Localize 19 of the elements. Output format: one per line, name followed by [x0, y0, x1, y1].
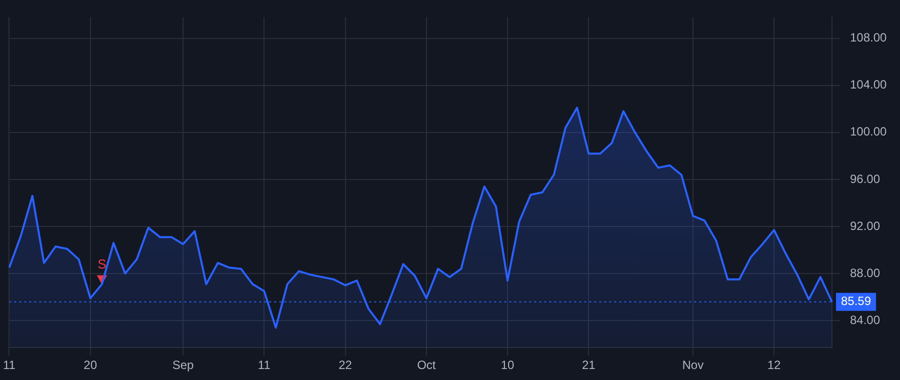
x-tick-label: 11 — [2, 358, 16, 372]
y-tick-label: 104.00 — [850, 78, 888, 92]
x-tick-label: 21 — [582, 358, 596, 372]
x-tick-label: Oct — [417, 358, 436, 372]
x-tick-label: 22 — [338, 358, 352, 372]
x-tick-label: 11 — [258, 358, 271, 372]
y-tick-label: 84.00 — [850, 312, 880, 327]
y-tick-label: 92.00 — [850, 218, 880, 233]
y-tick-label: 108.00 — [850, 30, 888, 45]
y-tick-label: 88.00 — [850, 266, 880, 280]
x-tick-label: Sep — [172, 358, 194, 372]
y-tick-label: 96.00 — [850, 172, 880, 186]
y-tick-label: 100.00 — [850, 124, 888, 139]
x-tick-label: Nov — [682, 358, 704, 372]
series-label: S — [98, 256, 107, 272]
x-tick-label: 10 — [500, 358, 515, 372]
x-tick-label: 12 — [767, 358, 782, 372]
ref-line-label: 85.59 — [841, 294, 872, 308]
x-tick-label: 20 — [84, 358, 98, 372]
